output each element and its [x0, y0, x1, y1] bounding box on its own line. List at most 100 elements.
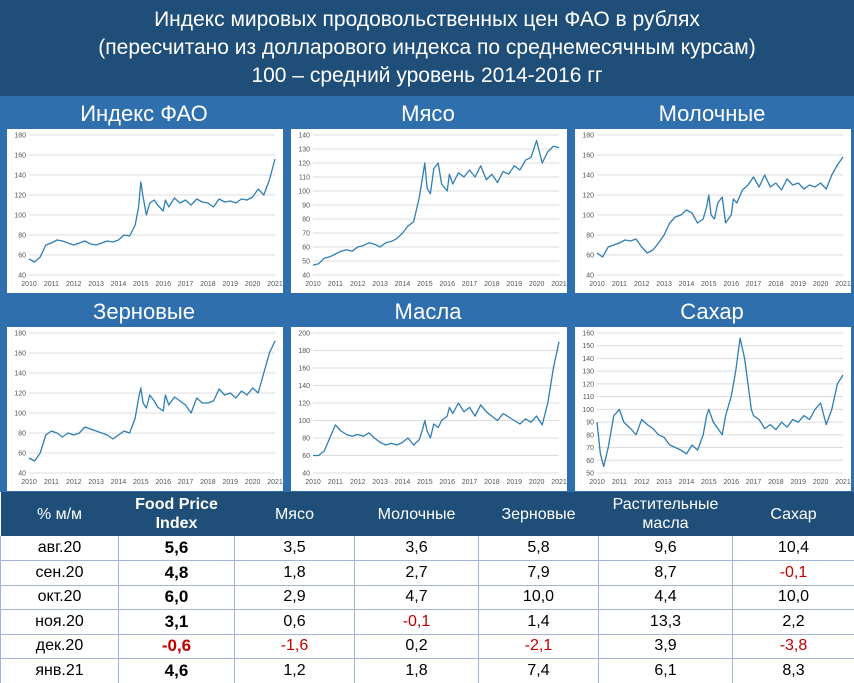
x-tick-label: 2013 [372, 281, 388, 288]
row-label: дек.20 [0, 634, 119, 659]
y-tick-label: 180 [582, 133, 594, 140]
y-tick-label: 50 [302, 259, 310, 266]
row-label: окт.20 [0, 585, 119, 610]
x-tick-label: 2014 [679, 479, 695, 486]
table-cell: 2,2 [732, 609, 854, 635]
y-tick-label: 90 [302, 203, 310, 210]
x-tick-label: 2020 [245, 479, 261, 486]
y-tick-label: 140 [14, 371, 26, 378]
x-tick-label: 2015 [133, 281, 149, 288]
y-tick-label: 80 [18, 233, 26, 240]
y-tick-label: 180 [14, 133, 26, 140]
y-tick-label: 100 [14, 411, 26, 418]
chart-meat: 40 50 60 70 80 90 100 110 120 130 140 2010 2011 2012 2… [291, 129, 567, 293]
table-cell: -0,1 [732, 560, 854, 586]
table-row: янв.21 4,6 1,2 1,8 7,4 6,1 8,3 [0, 658, 854, 683]
x-tick-label: 2012 [350, 479, 366, 486]
x-tick-label: 2017 [178, 479, 194, 486]
x-tick-label: 2012 [634, 281, 650, 288]
y-tick-label: 100 [582, 407, 594, 414]
y-tick-label: 180 [14, 331, 26, 338]
table-cell: -3,8 [732, 634, 854, 659]
x-tick-label: 2017 [746, 479, 762, 486]
y-tick-label: 80 [302, 436, 310, 443]
series-line [28, 340, 276, 462]
x-tick-label: 2021 [267, 479, 283, 486]
header-cell: Food Price Index [135, 496, 218, 532]
x-tick-label: 2015 [133, 479, 149, 486]
x-tick-label: 2016 [155, 281, 171, 288]
monthly-change-table: % м/м Food Price Index Мясо Молочные Зер… [0, 492, 854, 683]
chart-panels: Индекс ФАО 40 60 80 100 120 140 160 180 2010 2011… [0, 96, 854, 492]
x-tick-label: 2010 [305, 479, 321, 486]
chart-title-dairy: Молочные [658, 101, 766, 126]
header-cell: Зерновые [501, 505, 576, 523]
y-tick-label: 50 [586, 471, 594, 478]
x-tick-label: 2014 [395, 479, 411, 486]
table-cell: 3,9 [598, 634, 733, 659]
y-tick-label: 80 [586, 233, 594, 240]
header-cell: Молочные [377, 505, 456, 523]
y-tick-label: 60 [302, 453, 310, 460]
header-cell: Мясо [274, 505, 315, 523]
y-tick-label: 120 [14, 391, 26, 398]
table-cell: 6,0 [118, 585, 235, 610]
table-cell: 4,6 [118, 658, 235, 683]
x-tick-label: 2018 [484, 281, 500, 288]
table-row: окт.20 6,0 2,9 4,7 10,0 4,4 10,0 [0, 585, 854, 610]
y-tick-label: 160 [14, 351, 26, 358]
y-tick-label: 40 [18, 471, 26, 478]
x-tick-label: 2010 [589, 479, 605, 486]
x-tick-label: 2013 [372, 479, 388, 486]
x-tick-label: 2021 [835, 281, 851, 288]
y-tick-label: 60 [302, 245, 310, 252]
change-table: % м/м Food Price Index Мясо Молочные Зер… [0, 492, 854, 683]
table-cell: 1,2 [234, 658, 355, 683]
x-tick-label: 2016 [155, 479, 171, 486]
chart-oils: 40 60 80 100 120 140 160 180 200 2010 2011 2012 2013… [291, 327, 567, 491]
x-tick-label: 2012 [350, 281, 366, 288]
title-line-2: (пересчитано из долларового индекса по с… [98, 36, 756, 59]
x-tick-label: 2012 [66, 281, 82, 288]
x-tick-label: 2021 [835, 479, 851, 486]
row-label: ноя.20 [0, 609, 119, 635]
x-tick-label: 2016 [723, 479, 739, 486]
table-cell: -2,1 [478, 634, 599, 659]
x-tick-label: 2013 [656, 479, 672, 486]
x-tick-label: 2012 [634, 479, 650, 486]
x-tick-label: 2020 [813, 479, 829, 486]
table-cell: -0,1 [354, 609, 479, 635]
x-tick-label: 2014 [395, 281, 411, 288]
chart-fao: 40 60 80 100 120 140 160 180 2010 2011 2012 2013 201… [7, 129, 283, 293]
row-label: авг.20 [0, 536, 119, 561]
series-line [28, 158, 276, 263]
y-tick-label: 120 [582, 193, 594, 200]
table-cell: 1,4 [478, 609, 599, 635]
series-line [312, 139, 560, 266]
table-cell: 8,3 [732, 658, 854, 683]
y-tick-label: 120 [14, 193, 26, 200]
table-row: авг.20 5,6 3,5 3,6 5,8 9,6 10,4 [0, 536, 854, 561]
table-cell: 9,6 [598, 536, 733, 561]
y-tick-label: 40 [586, 273, 594, 280]
x-tick-label: 2016 [439, 281, 455, 288]
x-tick-label: 2018 [484, 479, 500, 486]
x-tick-label: 2015 [417, 479, 433, 486]
x-tick-label: 2011 [612, 479, 627, 486]
table-cell: 2,9 [234, 585, 355, 610]
y-tick-label: 110 [583, 394, 594, 401]
x-tick-label: 2017 [746, 281, 762, 288]
x-tick-label: 2019 [222, 479, 238, 486]
y-tick-label: 120 [298, 161, 310, 168]
table-cell: 5,6 [118, 536, 235, 561]
chart-cereals: 40 60 80 100 120 140 160 180 2010 2011 2012 2013 201… [7, 327, 283, 491]
chart-title-meat: Мясо [401, 101, 455, 126]
x-tick-label: 2010 [21, 479, 37, 486]
x-tick-label: 2010 [589, 281, 605, 288]
table-cell: 6,1 [598, 658, 733, 683]
y-tick-label: 180 [298, 348, 310, 355]
chart-title-oils: Масла [394, 299, 462, 324]
table-cell: -0,6 [118, 634, 235, 659]
chart-sugar: 50 60 70 80 90 100 110 120 130 140 150 160 2010 2011 2… [575, 327, 851, 491]
table-row: ноя.20 3,1 0,6 -0,1 1,4 13,3 2,2 [0, 609, 854, 635]
